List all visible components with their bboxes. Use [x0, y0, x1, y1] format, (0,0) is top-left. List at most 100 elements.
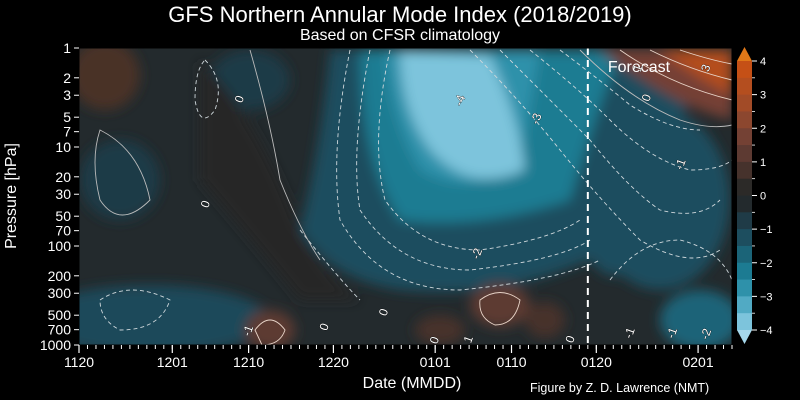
- x-tick-label: 1120: [64, 354, 94, 370]
- colorbar-tick-label: 4: [760, 56, 766, 68]
- field-patch: [80, 140, 160, 220]
- colorbar-tick-label: 0: [760, 191, 766, 203]
- figure-credit: Figure by Z. D. Lawrence (NMT): [530, 381, 710, 395]
- field-patch: [590, 110, 730, 290]
- contour-line: [679, 49, 732, 65]
- y-tick-label: 1: [63, 40, 71, 56]
- plot-frame: [78, 47, 733, 346]
- colorbar-swatch: [737, 128, 752, 146]
- chart-title: GFS Northern Annular Mode Index (2018/20…: [168, 2, 632, 27]
- y-tick-label: 70: [55, 223, 71, 239]
- contour-label: 1: [461, 333, 477, 344]
- contour-line: [619, 49, 732, 101]
- colorbar-swatch: [737, 296, 752, 314]
- y-tick-label: 20: [55, 169, 71, 185]
- colorbar-tick-label: 1: [760, 157, 766, 169]
- colorbar-swatch: [737, 279, 752, 297]
- y-tick-label: 30: [55, 186, 71, 202]
- zero-contours: [94, 49, 732, 261]
- colorbar-swatch: [737, 94, 752, 112]
- y-tick-label: 700: [48, 322, 72, 338]
- colorbar-swatch: [737, 111, 752, 129]
- x-tick-label: 1210: [233, 354, 264, 370]
- y-tick-label: 200: [48, 268, 72, 284]
- x-tick-label: 0110: [496, 354, 526, 370]
- colorbar-over-extend: [737, 47, 752, 61]
- field-patch: [470, 283, 530, 327]
- colorbar: 4 3 2 1 0 −1 −2 −3 −4: [737, 47, 773, 344]
- colorbar-swatch: [737, 262, 752, 281]
- field-patch: [525, 302, 565, 338]
- y-axis-label: Pressure [hPa]: [3, 143, 20, 249]
- y-tick-label: 10: [55, 139, 71, 155]
- y-tick-label: 100: [48, 238, 72, 254]
- contour-label: 0: [427, 334, 443, 345]
- contour-line: [559, 49, 701, 131]
- contour-line: [469, 49, 721, 259]
- field-shading: [79, 48, 732, 345]
- contour-label: 0: [562, 333, 578, 344]
- y-tick-label: 500: [48, 307, 72, 323]
- x-tick-label: 0101: [420, 354, 451, 370]
- colorbar-swatch: [737, 145, 752, 163]
- colorbar-tick-label: −3: [760, 291, 773, 303]
- x-axis: 1120 1201 1210 1220 0101 0110 0120 0201: [64, 345, 733, 370]
- colorbar-under-extend: [737, 330, 752, 344]
- field-patch: [79, 48, 140, 110]
- contour-line: [99, 289, 171, 331]
- y-tick-label: 300: [48, 285, 72, 301]
- colorbar-tick-label: −2: [760, 258, 773, 270]
- contour-line: [94, 129, 151, 216]
- contour-label: 0: [376, 306, 392, 317]
- colorbar-swatch: [737, 212, 752, 230]
- contour-line: [249, 49, 321, 261]
- contour-line: [194, 59, 219, 119]
- contour-line: [649, 49, 732, 81]
- contour-line: [299, 229, 361, 301]
- chart-subtitle: Based on CFSR climatology: [299, 27, 501, 44]
- colorbar-tick-label: 2: [760, 123, 766, 135]
- contour-label: 0: [198, 198, 214, 209]
- contour-label: 1: [630, 62, 646, 73]
- colorbar-swatch: [737, 245, 752, 264]
- contour-label: 0: [639, 92, 655, 103]
- contour-labels: 00-4-30-1-200-10 1 0 -1 -1 -231: [197, 62, 714, 346]
- colorbar-swatch: [737, 161, 752, 180]
- contour-label: -4: [451, 93, 468, 108]
- y-tick-label: 1000: [40, 337, 71, 353]
- colorbar-swatch: [737, 77, 752, 96]
- positive-contours: [254, 49, 732, 345]
- plot-area: [79, 48, 732, 345]
- colorbar-swatch: [737, 195, 752, 213]
- colorbar-swatch: [737, 313, 752, 331]
- colorbar-tick-label: 3: [760, 90, 766, 102]
- contour-line: [356, 49, 591, 271]
- forecast-label: Forecast: [608, 59, 671, 76]
- contour-line: [579, 49, 732, 128]
- x-tick-label: 1201: [157, 354, 188, 370]
- y-tick-label: 3: [63, 87, 71, 103]
- contour-line: [529, 49, 732, 171]
- y-tick-label: 5: [63, 109, 71, 125]
- negative-contours: [99, 49, 732, 331]
- contour-label: 0: [232, 93, 248, 104]
- colorbar-swatch: [737, 61, 752, 79]
- colorbar-tick-label: −1: [760, 224, 773, 236]
- contour-line: [254, 319, 286, 345]
- colorbar-swatch: [737, 229, 752, 247]
- contour-line: [378, 49, 581, 251]
- field-patch: [200, 60, 360, 300]
- contour-line: [499, 49, 721, 214]
- contour-label: 3: [698, 62, 714, 73]
- x-tick-label: 0120: [581, 354, 612, 370]
- y-tick-label: 2: [63, 70, 71, 86]
- field-patch: [400, 50, 525, 179]
- colorbar-tick-label: −4: [760, 325, 773, 337]
- y-tick-label: 50: [55, 208, 71, 224]
- x-tick-label: 1220: [318, 354, 349, 370]
- contour-label: 0: [316, 321, 332, 332]
- colorbar-swatch: [737, 178, 752, 196]
- contour-line: [479, 292, 521, 326]
